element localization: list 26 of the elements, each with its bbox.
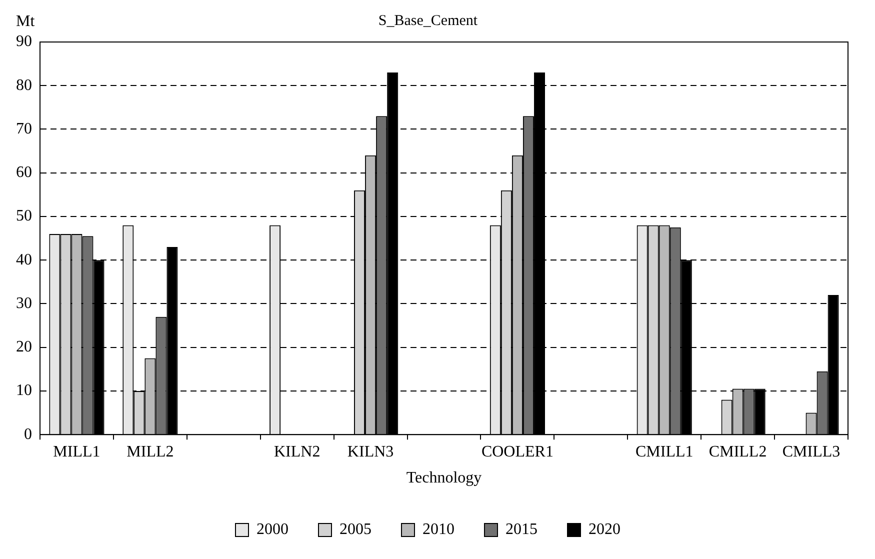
legend-label: 2015	[506, 521, 538, 538]
y-tick-label: 80	[16, 76, 32, 94]
x-tick-label: CMILL1	[635, 443, 694, 460]
y-tick-label: 90	[16, 33, 32, 50]
x-tick-label: KILN2	[274, 443, 320, 460]
x-tick-label: CMILL3	[782, 443, 840, 460]
x-tick-label: MILL1	[53, 443, 100, 460]
legend-label: 2000	[256, 521, 288, 538]
x-tick-label: CMILL2	[708, 443, 767, 460]
y-tick-label: 70	[16, 120, 32, 138]
y-tick-label: 50	[16, 208, 32, 225]
y-tick-label: 30	[16, 294, 32, 312]
legend-label: 2010	[422, 521, 454, 538]
chart-title: S_Base_Cement	[378, 12, 478, 29]
legend-label: 2020	[588, 521, 620, 538]
legend-label: 2005	[340, 521, 372, 538]
y-axis-title: Mt	[16, 13, 36, 30]
x-tick-label: COOLER1	[481, 443, 554, 460]
y-tick-label: 20	[16, 338, 32, 356]
x-axis-title: Technology	[406, 470, 482, 487]
x-tick-label: KILN3	[347, 443, 394, 460]
y-tick-label: 10	[16, 382, 32, 400]
y-tick-label: 0	[24, 426, 32, 443]
y-tick-label: 40	[16, 251, 32, 268]
x-tick-label: MILL2	[126, 443, 174, 460]
y-tick-label: 60	[16, 164, 32, 182]
